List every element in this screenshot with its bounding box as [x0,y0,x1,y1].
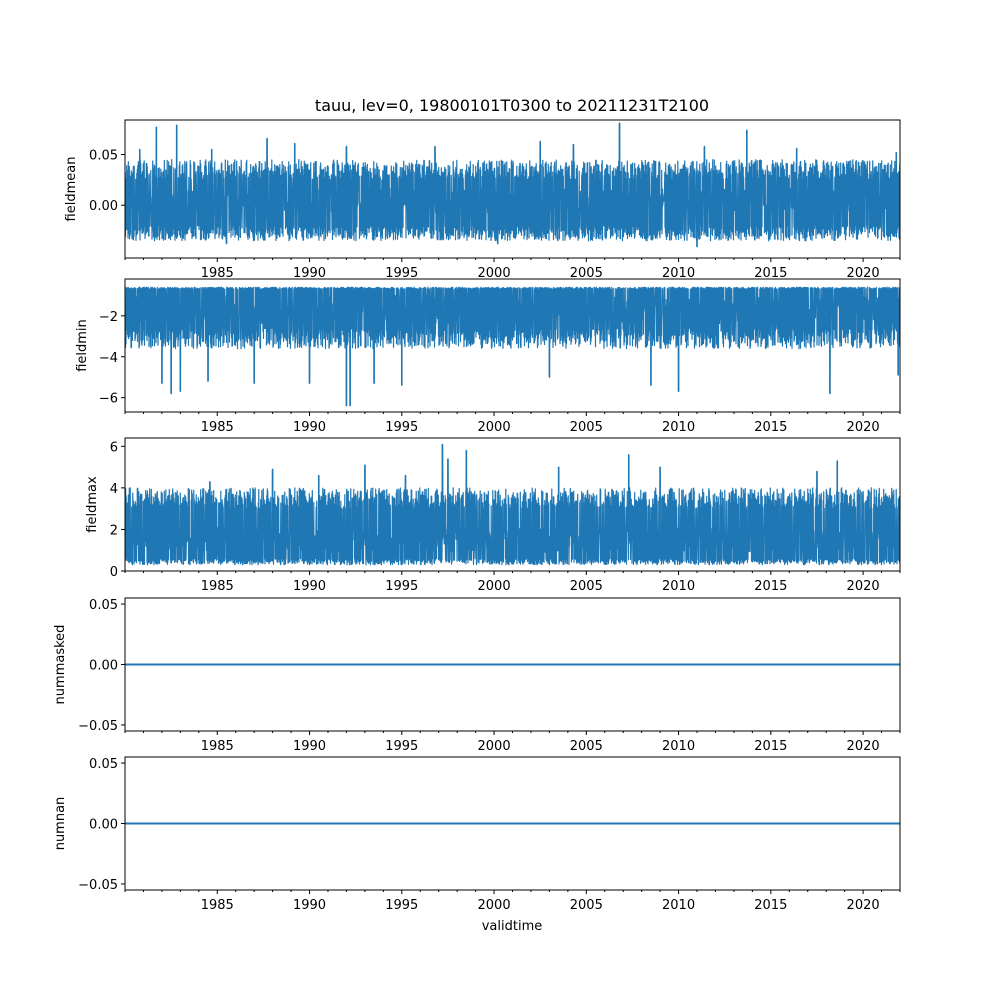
fieldmax-xtick-label-6: 2015 [754,579,787,594]
fieldmin-xtick-label-4: 2005 [570,420,603,435]
nummasked-ytick-label-2: 0.05 [89,598,118,613]
fieldmin-ytick-label-1: −4 [99,351,118,366]
numnan-xtick-label-2: 1995 [385,898,418,913]
fieldmin-xtick-label-2: 1995 [385,420,418,435]
numnan-xtick-label-5: 2010 [662,898,695,913]
nummasked-y-axis-label: nummasked [53,625,68,705]
numnan-ytick-label-2: 0.05 [89,757,118,772]
subplot-fieldmax: 0 2 4 6 fieldmax 1985 1990 1995 2000 2005 2010 2015… [85,437,901,594]
fieldmax-line [125,443,900,566]
nummasked-xtick-label-2: 1995 [385,739,418,754]
fieldmean-xtick-label-7: 2020 [847,266,880,281]
fieldmin-y-axis-label: fieldmin [75,319,90,372]
fieldmean-xtick-label-0: 1985 [201,266,234,281]
x-axis-label: validtime [482,919,543,934]
numnan-xtick-label-3: 2000 [478,898,511,913]
fieldmax-y-axis-label: fieldmax [85,476,100,533]
fieldmin-xtick-label-5: 2010 [662,420,695,435]
numnan-xtick-label-0: 1985 [201,898,234,913]
subplot-fieldmean: 0.00 0.05 fieldmean 1985 1990 1995 2000 2005 201… [64,119,901,281]
fieldmin-xtick-label-1: 1990 [293,420,326,435]
fieldmean-series [125,122,900,248]
fieldmin-xtick-label-0: 1985 [201,420,234,435]
fieldmin-xtick-label-6: 2015 [754,420,787,435]
fieldmax-ytick-label-2: 4 [110,482,118,497]
fieldmean-y-axis-label: fieldmean [64,157,79,222]
fieldmax-series [125,443,900,566]
fieldmax-xtick-label-7: 2020 [847,579,880,594]
fieldmin-ytick-label-2: −2 [99,310,118,325]
chart-title: tauu, lev=0, 19800101T0300 to 20211231T2… [315,96,709,115]
fieldmean-xtick-label-3: 2000 [478,266,511,281]
fieldmax-xtick-label-0: 1985 [201,579,234,594]
fieldmean-ytick-label-0: 0.00 [89,199,118,214]
fieldmin-xtick-label-3: 2000 [478,420,511,435]
nummasked-xtick-label-0: 1985 [201,739,234,754]
fieldmean-ytick-label-1: 0.05 [89,149,118,164]
numnan-xtick-label-7: 2020 [847,898,880,913]
fieldmax-ytick-label-1: 2 [110,523,118,538]
numnan-y-axis-label: numnan [53,797,68,851]
numnan-ytick-label-0: −0.05 [78,878,118,893]
numnan-ytick-label-1: 0.00 [89,818,118,833]
fieldmax-ytick-label-3: 6 [110,440,118,455]
nummasked-xtick-label-4: 2005 [570,739,603,754]
fieldmax-xtick-label-5: 2010 [662,579,695,594]
fieldmean-line [125,122,900,248]
nummasked-xtick-label-6: 2015 [754,739,787,754]
fieldmean-xtick-label-5: 2010 [662,266,695,281]
numnan-xtick-label-1: 1990 [293,898,326,913]
fieldmax-ytick-label-0: 0 [110,565,118,580]
fieldmean-xtick-label-2: 1995 [385,266,418,281]
numnan-xtick-label-6: 2015 [754,898,787,913]
nummasked-xtick-label-3: 2000 [478,739,511,754]
nummasked-ytick-label-0: −0.05 [78,719,118,734]
fieldmax-xtick-label-3: 2000 [478,579,511,594]
fieldmean-xtick-label-1: 1990 [293,266,326,281]
fieldmin-ytick-label-0: −6 [99,392,118,407]
subplot-nummasked: −0.05 0.00 0.05 nummasked 1985 1990 1995 2000 20… [53,597,901,754]
nummasked-xtick-label-7: 2020 [847,739,880,754]
nummasked-xtick-label-1: 1990 [293,739,326,754]
fieldmax-xtick-label-2: 1995 [385,579,418,594]
fieldmax-xtick-label-1: 1990 [293,579,326,594]
fieldmin-series [125,286,900,407]
nummasked-xtick-label-5: 2010 [662,739,695,754]
fieldmax-xtick-label-4: 2005 [570,579,603,594]
nummasked-ytick-label-1: 0.00 [89,659,118,674]
fieldmean-xtick-label-4: 2005 [570,266,603,281]
fieldmin-xtick-label-7: 2020 [847,420,880,435]
fieldmean-xtick-label-6: 2015 [754,266,787,281]
fieldmin-line [125,286,900,407]
numnan-xtick-label-4: 2005 [570,898,603,913]
subplot-numnan: −0.05 0.00 0.05 numnan 1985 1990 1995 2000 2005 2… [53,756,901,913]
subplot-fieldmin: −6 −4 −2 fieldmin 1985 1990 1995 2000 2005 2010 20… [75,278,901,435]
